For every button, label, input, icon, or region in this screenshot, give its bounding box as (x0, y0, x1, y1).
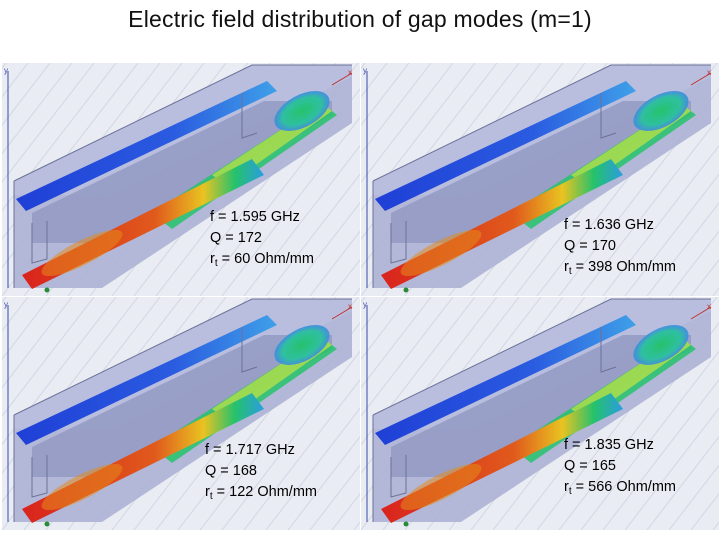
svg-text:x: x (348, 302, 352, 311)
mode-annotation-2: f = 1.636 GHz Q = 170 rt = 398 Ohm/mm (564, 215, 676, 278)
mode-annotation-3: f = 1.717 GHz Q = 168 rt = 122 Ohm/mm (205, 440, 317, 503)
svg-text:y: y (363, 66, 367, 75)
q-factor-label: Q = 165 (564, 458, 616, 474)
q-factor-label: Q = 170 (564, 238, 616, 254)
page-title: Electric field distribution of gap modes… (128, 6, 592, 32)
frequency-label: f = 1.636 GHz (564, 217, 654, 233)
impedance-label: rt = 398 Ohm/mm (564, 259, 676, 277)
mode-annotation-1: f = 1.595 GHz Q = 172 rt = 60 Ohm/mm (210, 207, 314, 270)
impedance-label: rt = 566 Ohm/mm (564, 479, 676, 497)
svg-text:x: x (707, 68, 711, 77)
frequency-label: f = 1.717 GHz (205, 442, 295, 458)
impedance-label: rt = 60 Ohm/mm (210, 251, 314, 269)
svg-text:x: x (348, 68, 352, 77)
svg-text:y: y (363, 300, 367, 309)
frequency-label: f = 1.595 GHz (210, 209, 300, 225)
mode-annotation-4: f = 1.835 GHz Q = 165 rt = 566 Ohm/mm (564, 435, 676, 498)
svg-text:y: y (4, 66, 8, 75)
svg-text:y: y (4, 300, 8, 309)
q-factor-label: Q = 168 (205, 463, 257, 479)
svg-text:x: x (707, 302, 711, 311)
q-factor-label: Q = 172 (210, 230, 262, 246)
impedance-label: rt = 122 Ohm/mm (205, 484, 317, 502)
frequency-label: f = 1.835 GHz (564, 437, 654, 453)
